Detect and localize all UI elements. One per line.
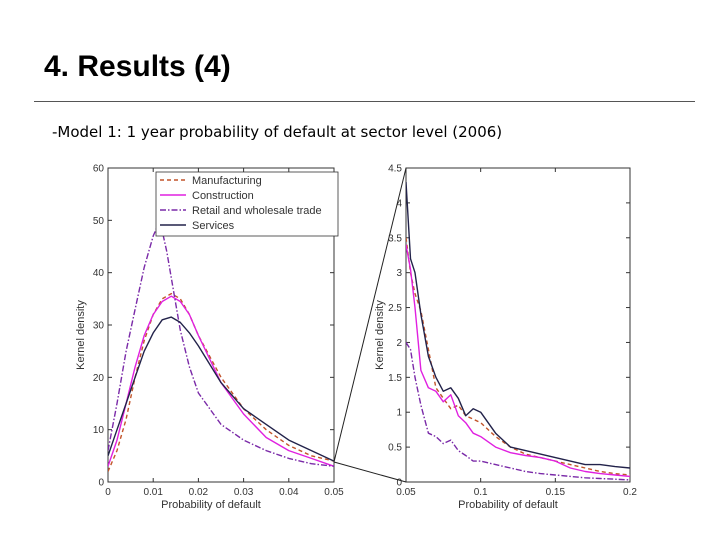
left-y-tick-label: 40 (93, 268, 105, 279)
left-y-tick-label: 60 (93, 164, 105, 175)
zoom-connector-bottom (333, 461, 407, 483)
right-x-tick-label: 0.1 (474, 487, 488, 498)
left-y-tick-label: 30 (93, 321, 105, 332)
right-series-services (406, 181, 630, 469)
left-series-construction (108, 295, 334, 467)
left-y-tick-label: 0 (98, 478, 104, 489)
legend-box (155, 171, 339, 237)
right-y-tick-label: 1 (396, 408, 402, 419)
slide-subtitle: -Model 1: 1 year probability of default … (52, 123, 503, 141)
right-series-manufacturing (406, 237, 630, 476)
legend-entry: Manufacturing (192, 175, 262, 187)
left-x-tick-label: 0 (105, 487, 111, 498)
right-x-tick-label: 0.05 (396, 487, 416, 498)
legend-entry: Services (192, 220, 235, 232)
right-y-tick-label: 0.5 (388, 443, 402, 454)
left-series-services (108, 316, 334, 462)
right-y-tick-label: 3 (396, 268, 402, 279)
left-y-tick-label: 10 (93, 425, 105, 436)
chart-legend: Manufacturing Construction Retail and whol… (155, 171, 339, 237)
right-x-tick-label: 0.15 (546, 487, 566, 498)
right-x-axis-label: Probability of default (458, 499, 558, 511)
right-y-tick-label: 0 (396, 478, 402, 489)
right-series-construction (406, 244, 630, 478)
right-y-tick-label: 1.5 (388, 373, 402, 384)
right-panel: 0.05 0.1 0.15 0.2 0 0.5 1 1.5 2 2.5 3 3.5 4 4.5 Probab… (374, 164, 637, 512)
legend-entry: Retail and wholesale trade (192, 205, 322, 217)
right-series-retail-and-wholesale-trade (406, 342, 630, 481)
right-x-tick-label: 0.2 (623, 487, 637, 498)
left-series-manufacturing (108, 292, 334, 472)
left-series-retail-and-wholesale-trade (108, 224, 334, 467)
right-y-tick-label: 3.5 (388, 233, 402, 244)
left-x-tick-label: 0.03 (234, 487, 254, 498)
left-x-tick-label: 0.05 (324, 487, 344, 498)
right-y-tick-label: 4.5 (388, 164, 402, 175)
right-y-axis-label: Kernel density (374, 300, 386, 370)
left-x-tick-label: 0.01 (143, 487, 163, 498)
right-plot-frame (405, 167, 631, 483)
slide-title: 4. Results (4) (44, 50, 231, 83)
left-x-tick-label: 0.02 (189, 487, 209, 498)
right-y-tick-label: 2 (396, 338, 402, 349)
right-y-tick-label: 2.5 (388, 303, 402, 314)
left-x-axis-label: Probability of default (161, 499, 261, 511)
left-panel: 0 0.01 0.02 0.03 0.04 0.05 0 10 20 30 40 50 60 Probab… (75, 164, 344, 512)
left-y-tick-label: 50 (93, 216, 105, 227)
left-y-axis-label: Kernel density (75, 300, 87, 370)
right-y-tick-label: 4 (396, 198, 402, 209)
title-divider (34, 101, 695, 102)
zoom-connector-top (333, 167, 407, 463)
left-y-tick-label: 20 (93, 373, 105, 384)
left-x-tick-label: 0.04 (279, 487, 299, 498)
legend-entry: Construction (192, 190, 254, 202)
